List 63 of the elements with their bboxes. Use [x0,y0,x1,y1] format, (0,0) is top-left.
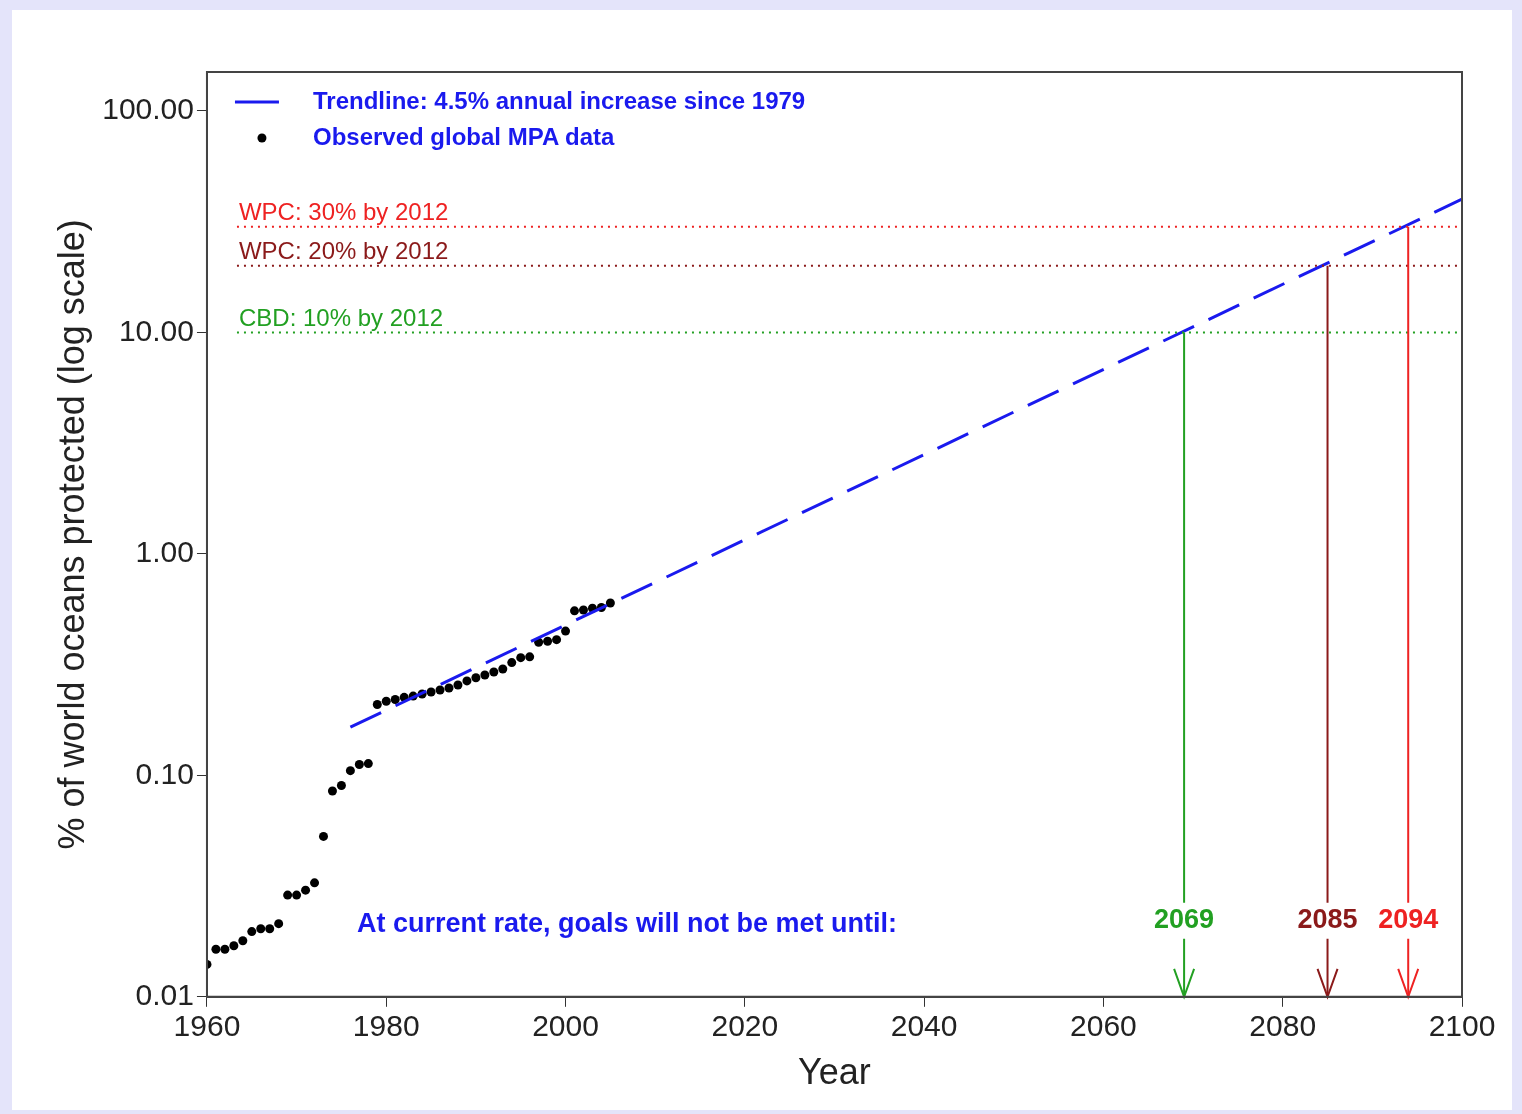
point [319,831,328,841]
point [507,658,517,668]
point [211,944,221,954]
point [435,685,445,695]
annotation: 2085 [1297,904,1358,935]
point [516,653,526,663]
point [453,680,463,690]
point [489,667,499,677]
point [283,890,293,900]
x-tick-label: 2000 [532,1009,599,1043]
point [426,687,436,697]
x-tick-label: 2020 [711,1009,779,1043]
point [265,924,275,934]
point [363,759,373,769]
annotation: 2069 [1154,904,1215,935]
y-tick-label: 1.00 [135,535,194,569]
point [381,696,391,706]
legend-label: Trendline: 4.5% annual increase since 1979 [312,86,806,114]
x-tick-label: 2100 [1428,1009,1496,1043]
point [525,652,535,662]
point [310,878,320,888]
y-tick-label: 0.01 [135,978,194,1012]
point [229,941,239,951]
point [480,670,490,680]
point [220,944,230,954]
point [336,780,346,790]
point [561,626,571,636]
point [301,885,311,895]
ref-line-label: CBD: 10% by 2012 [238,304,444,332]
annotation: At current rate, goals will not be met until: [356,908,898,939]
point [471,673,481,683]
point [372,699,382,709]
point [543,636,553,646]
point [274,919,284,929]
y-tick-label: 10.00 [118,313,194,347]
point [327,786,337,796]
point [498,664,508,674]
x-tick-label: 1960 [173,1009,241,1043]
point [354,759,364,769]
point [570,606,580,616]
point [238,936,248,946]
point [345,766,355,776]
point [578,605,588,615]
y-axis-title: % of world oceans protected (log scale) [50,219,92,850]
x-tick-label: 2040 [890,1009,958,1043]
y-tick-label: 100.00 [102,92,194,126]
point [256,924,266,934]
y-tick-label: 0.10 [135,756,194,790]
ref-line-label: WPC: 20% by 2012 [238,237,449,265]
legend-label: Observed global MPA data [312,122,615,150]
point [552,635,562,645]
ref-line-label: WPC: 30% by 2012 [238,198,449,226]
x-axis-title: Year [798,1051,871,1093]
x-tick-label: 2060 [1070,1009,1137,1043]
x-tick-label: 2080 [1249,1009,1317,1043]
point [462,676,472,686]
point [247,927,257,937]
point [444,683,454,693]
x-tick-label: 1980 [352,1009,420,1043]
point [390,695,400,705]
annotation: 2094 [1378,904,1439,935]
point [605,598,615,608]
point [292,890,302,900]
